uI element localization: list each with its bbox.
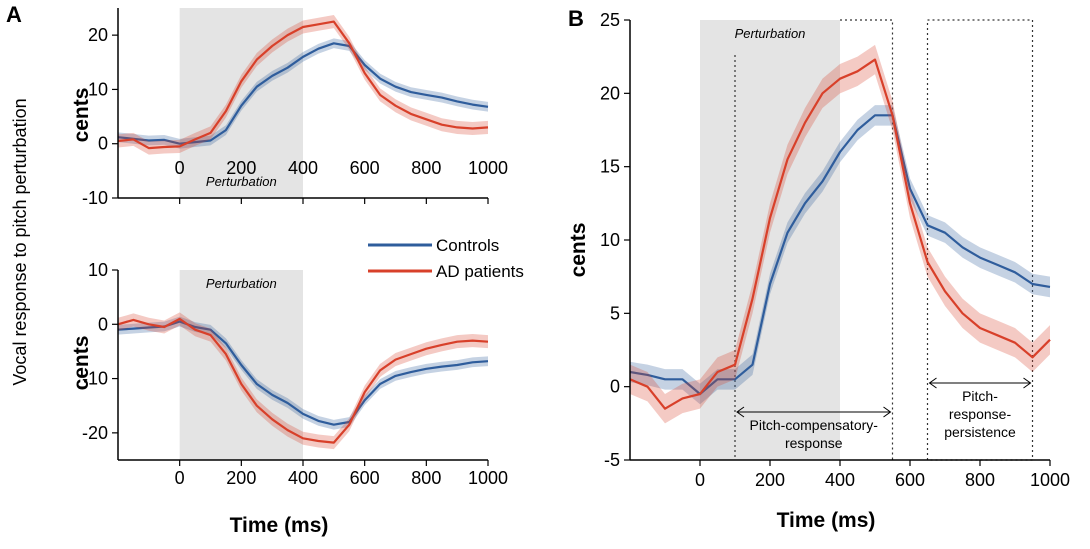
panel-b-label: B xyxy=(568,6,584,31)
b-y-tick-label: 15 xyxy=(600,157,620,177)
a-bottom-y-axis-label: cents xyxy=(70,336,93,391)
a-bottom-x-tick-label: 400 xyxy=(288,468,318,488)
a-bottom-perturbation-label: Perturbation xyxy=(206,276,277,291)
window-2-arrowhead-right xyxy=(1023,377,1032,389)
a-top-x-tick-label: 800 xyxy=(411,158,441,178)
a-top-y-axis-label: cents xyxy=(70,88,93,143)
window-1-arrowhead-right xyxy=(883,406,892,418)
window-1-arrowhead-left xyxy=(736,406,745,418)
b-y-tick-label: 0 xyxy=(610,377,620,397)
a-top-y-tick-label: 0 xyxy=(98,134,108,154)
a-bottom-x-tick-label: 600 xyxy=(350,468,380,488)
a-top-series-line-controls xyxy=(117,42,489,145)
a-bottom-y-tick-label: 10 xyxy=(88,260,108,280)
a-top-perturbation-label: Perturbation xyxy=(206,174,277,189)
a-bottom-y-tick-label: -10 xyxy=(82,369,108,389)
b-y-tick-label: 10 xyxy=(600,230,620,250)
b-ci-band-controls xyxy=(630,105,1050,405)
a-bottom-y-tick-label: -20 xyxy=(82,423,108,443)
a-top-y-tick-label: -10 xyxy=(82,188,108,208)
b-y-tick-label: 5 xyxy=(610,303,620,323)
legend-label-controls: Controls xyxy=(436,236,499,255)
b-y-tick-label: 20 xyxy=(600,83,620,103)
a-bottom-x-tick-label: 800 xyxy=(411,468,441,488)
window-1-right-border xyxy=(840,19,894,460)
a-top-x-tick-label: 200 xyxy=(226,158,256,178)
b-y-tick-label: -5 xyxy=(604,450,620,470)
b-y-tick-label: 25 xyxy=(600,10,620,30)
window-2-label-line-2: response- xyxy=(949,406,1012,422)
b-x-tick-label: 400 xyxy=(825,470,855,490)
legend-label-ad-patients: AD patients xyxy=(436,262,524,281)
a-bottom-x-axis-label: Time (ms) xyxy=(230,514,329,537)
a-bottom-x-tick-label: 0 xyxy=(175,468,185,488)
window-2-label-line-3: persistence xyxy=(944,424,1016,440)
window-2-border xyxy=(926,19,1034,461)
a-bottom-y-tick-label: 0 xyxy=(98,314,108,334)
b-y-axis-label: cents xyxy=(567,223,590,278)
panel-b-plot: Perturbation Pitch-compensatory-response P… xyxy=(567,10,1070,532)
b-x-tick-label: 0 xyxy=(695,470,705,490)
a-bottom-series-line-controls xyxy=(117,320,489,426)
b-x-tick-label: 1000 xyxy=(1030,470,1070,490)
window-2-label-line-1: Pitch- xyxy=(962,388,998,404)
a-top-x-tick-label: 1000 xyxy=(468,158,508,178)
legend: Controls AD patients xyxy=(368,236,524,281)
b-series-line-ad-patients xyxy=(629,58,1051,410)
a-bottom-x-tick-label: 1000 xyxy=(468,468,508,488)
b-perturbation-shade xyxy=(700,20,840,460)
window-2-arrowhead-left xyxy=(928,377,937,389)
shared-y-axis-label: Vocal response to pitch perturbation xyxy=(10,98,30,385)
b-x-tick-label: 200 xyxy=(755,470,785,490)
b-perturbation-label: Perturbation xyxy=(735,26,806,41)
a-top-y-tick-label: 20 xyxy=(88,25,108,45)
b-x-axis-label: Time (ms) xyxy=(777,509,876,532)
panel-a-label: A xyxy=(6,2,22,27)
a-bottom-series-line-ad-patients xyxy=(117,317,489,444)
a-top-series-line-ad-patients xyxy=(117,20,489,150)
a-bottom-x-tick-label: 200 xyxy=(226,468,256,488)
b-x-tick-label: 800 xyxy=(965,470,995,490)
a-top-y-tick-label: 10 xyxy=(88,79,108,99)
a-top-x-tick-label: 600 xyxy=(350,158,380,178)
b-x-tick-label: 600 xyxy=(895,470,925,490)
window-1-label-line-2: response xyxy=(785,435,843,451)
a-top-x-tick-label: 0 xyxy=(175,158,185,178)
window-1-label-line-1: Pitch-compensatory- xyxy=(750,417,879,433)
a-top-x-tick-label: 400 xyxy=(288,158,318,178)
